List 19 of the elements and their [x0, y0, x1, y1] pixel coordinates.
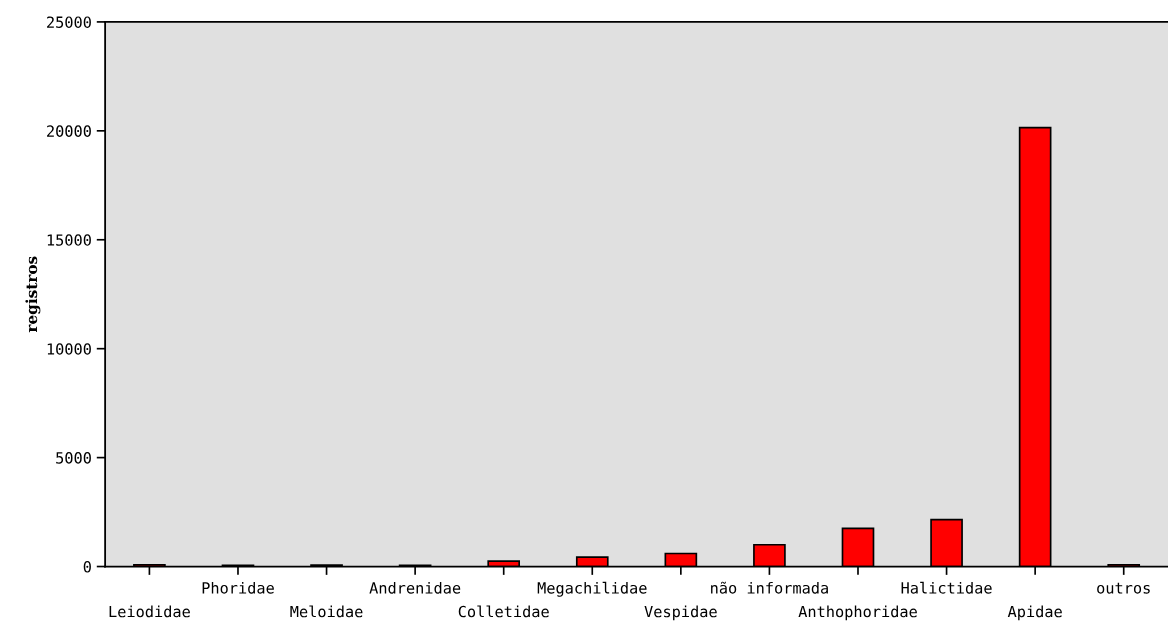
y-axis-title: registros: [25, 256, 41, 333]
x-tick-label: Phoridae: [202, 581, 274, 594]
x-tick-label: Vespidae: [644, 605, 717, 621]
y-tick-label: 25000: [47, 16, 91, 28]
y-tick-label: 0: [83, 561, 91, 573]
x-tick-label: Leiodidae: [109, 605, 190, 618]
x-tick-label: Halictidae: [901, 581, 992, 594]
x-tick-label: Apidae: [1007, 605, 1062, 621]
y-tick-label: 15000: [47, 234, 91, 246]
x-tick-label: Anthophoridae: [798, 605, 917, 621]
y-tick-label: 5000: [56, 452, 91, 464]
x-tick-label: Colletidae: [458, 605, 549, 618]
x-tick-label: Meloidae: [290, 605, 363, 618]
x-tick-label: Andrenidae: [369, 581, 461, 594]
y-tick-label: 20000: [47, 125, 91, 137]
x-tick-label: Megachilidae: [537, 581, 647, 597]
x-tick-label: outros: [1097, 582, 1150, 594]
y-tick-label: 10000: [47, 343, 91, 355]
x-tick-label: não informada: [711, 581, 828, 594]
